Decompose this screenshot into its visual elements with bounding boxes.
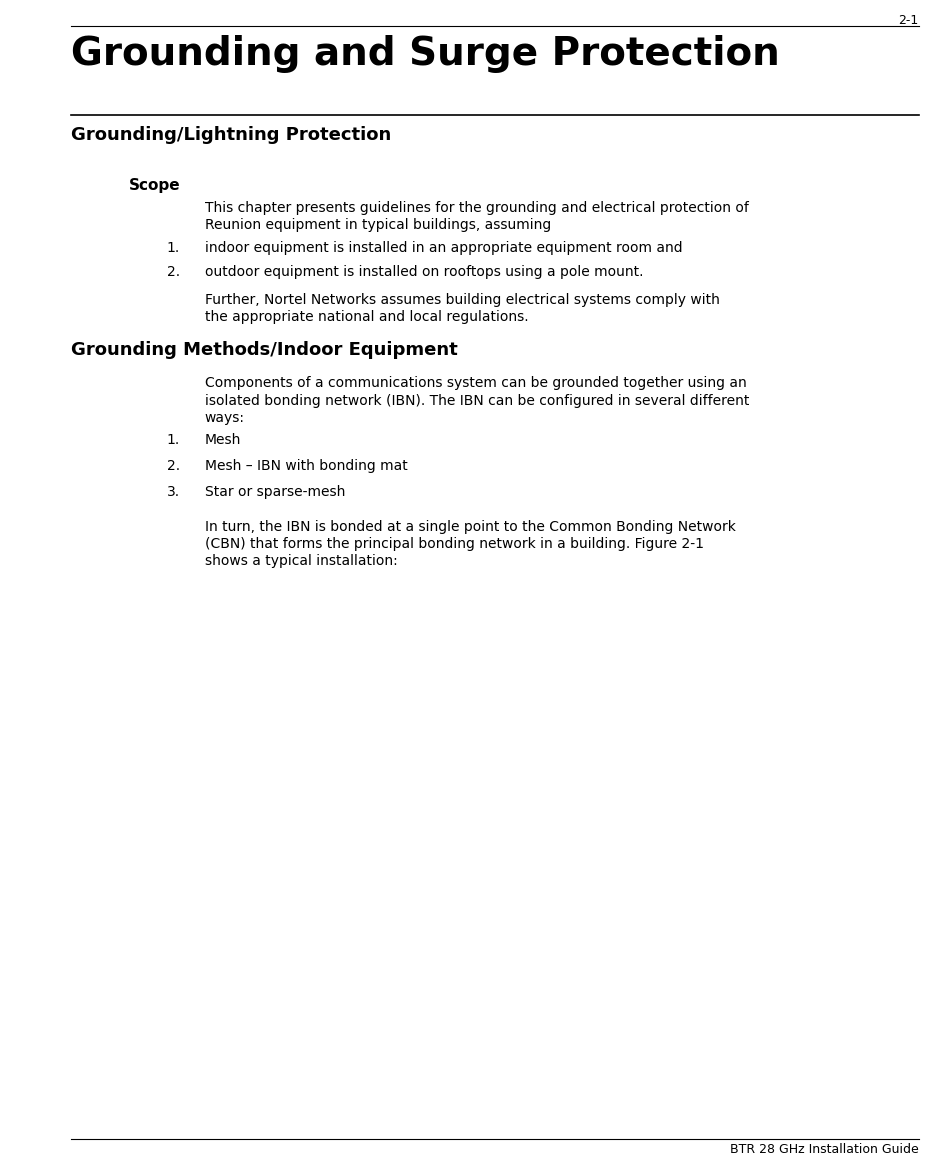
Text: ways:: ways: xyxy=(205,410,245,424)
Text: Star or sparse-mesh: Star or sparse-mesh xyxy=(205,485,345,499)
Text: outdoor equipment is installed on rooftops using a pole mount.: outdoor equipment is installed on roofto… xyxy=(205,265,644,279)
Text: shows a typical installation:: shows a typical installation: xyxy=(205,554,397,568)
Text: Grounding and Surge Protection: Grounding and Surge Protection xyxy=(71,35,780,74)
Text: Mesh: Mesh xyxy=(205,434,241,448)
Text: (CBN) that forms the principal bonding network in a building. Figure 2-1: (CBN) that forms the principal bonding n… xyxy=(205,538,704,551)
Text: 3.: 3. xyxy=(167,485,180,499)
Text: indoor equipment is installed in an appropriate equipment room and: indoor equipment is installed in an appr… xyxy=(205,241,683,255)
Text: 1.: 1. xyxy=(167,434,180,448)
Text: Further, Nortel Networks assumes building electrical systems comply with: Further, Nortel Networks assumes buildin… xyxy=(205,292,720,306)
Text: Components of a communications system can be grounded together using an: Components of a communications system ca… xyxy=(205,376,746,390)
Text: Scope: Scope xyxy=(129,178,180,193)
Text: Reunion equipment in typical buildings, assuming: Reunion equipment in typical buildings, … xyxy=(205,219,551,233)
Text: 2.: 2. xyxy=(167,459,180,473)
Text: 2-1: 2-1 xyxy=(899,14,919,27)
Text: isolated bonding network (IBN). The IBN can be configured in several different: isolated bonding network (IBN). The IBN … xyxy=(205,394,749,408)
Text: Mesh – IBN with bonding mat: Mesh – IBN with bonding mat xyxy=(205,459,407,473)
Text: Grounding/Lightning Protection: Grounding/Lightning Protection xyxy=(71,126,391,144)
Text: 1.: 1. xyxy=(167,241,180,255)
Text: In turn, the IBN is bonded at a single point to the Common Bonding Network: In turn, the IBN is bonded at a single p… xyxy=(205,520,736,534)
Text: Grounding Methods/Indoor Equipment: Grounding Methods/Indoor Equipment xyxy=(71,341,458,359)
Text: This chapter presents guidelines for the grounding and electrical protection of: This chapter presents guidelines for the… xyxy=(205,201,748,215)
Text: 2.: 2. xyxy=(167,265,180,279)
Text: BTR 28 GHz Installation Guide: BTR 28 GHz Installation Guide xyxy=(730,1143,919,1156)
Text: the appropriate national and local regulations.: the appropriate national and local regul… xyxy=(205,310,528,324)
